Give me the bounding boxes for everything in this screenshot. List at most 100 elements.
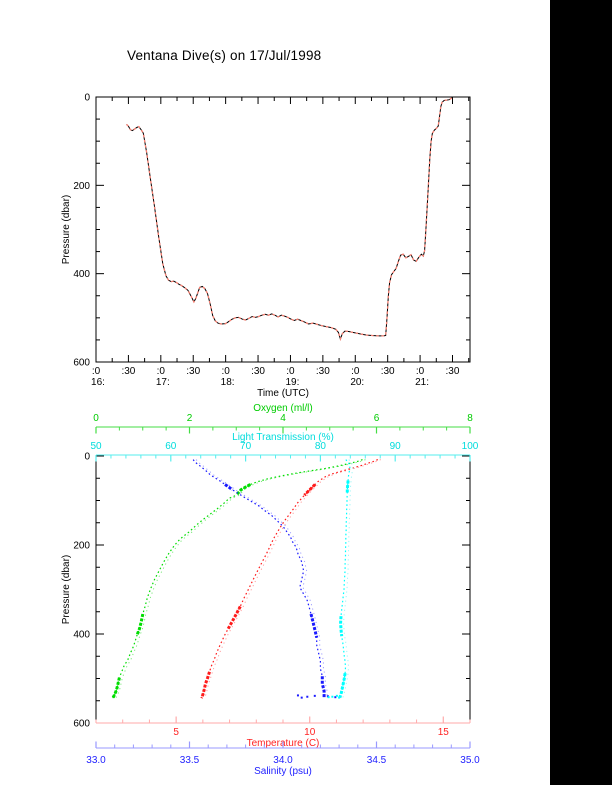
noise-dot — [331, 695, 334, 698]
oxygen-profile-bold-segment — [135, 613, 145, 636]
oxygen-tick-label: 0 — [93, 413, 99, 424]
noise-dot — [306, 695, 309, 698]
noise-dot — [327, 696, 330, 699]
oxygen-axis-title: Oxygen (ml/l) — [253, 403, 312, 414]
oxygen-profile-bold-segment — [111, 677, 121, 699]
temperature-profile-bold-segment — [303, 483, 317, 497]
light-tick-label: 50 — [90, 441, 102, 452]
right-black-band — [550, 0, 612, 785]
salinity-profile — [192, 459, 328, 698]
salinity-profile-bold-segment — [320, 676, 326, 698]
x-minute-label: :0 — [157, 366, 166, 377]
oxygen-tick-label: 2 — [187, 413, 193, 424]
salinity-tick-label: 34.0 — [273, 755, 293, 766]
light-transmission-profile-bold-segment — [338, 672, 347, 699]
dive-profile-line-base — [126, 96, 453, 341]
light-axis: 50 60 70 80 90 100 Light Transmission (%) — [90, 432, 479, 462]
temperature-tick-label: 15 — [438, 727, 450, 738]
light-transmission-profile-bold-segment — [345, 480, 350, 494]
temperature-tick-label: 5 — [173, 727, 179, 738]
salinity-profile-bold-segment — [224, 483, 234, 492]
x-minute-label: :30 — [121, 366, 135, 377]
light-tick-label: 90 — [390, 441, 402, 452]
profile-plot-frame: 0 200 400 600 Pressure (dbar) — [61, 452, 471, 730]
temperature-profile-downcast — [200, 459, 379, 699]
oxygen-profile-downcast — [112, 459, 363, 699]
x-axis-title: Time (UTC) — [257, 388, 309, 399]
temperature-profile-bold-segment — [200, 671, 211, 699]
x-hour-label: 17: — [156, 377, 170, 388]
light-tick-label: 60 — [165, 441, 177, 452]
light-bottom-noise — [327, 694, 341, 699]
noise-dot — [313, 694, 316, 697]
x-minute-label: :0 — [416, 366, 425, 377]
plot-border — [95, 96, 471, 363]
salinity-bottom-noise — [296, 694, 337, 699]
temperature-profile-bold-segment — [226, 605, 242, 630]
y-axis-title: Pressure (dbar) — [61, 195, 72, 264]
y-tick-label: 400 — [73, 630, 90, 641]
noise-dot — [334, 696, 337, 699]
temperature-profile-upcast — [204, 459, 381, 699]
temperature-tick-label: 10 — [304, 727, 316, 738]
y-tick-label: 0 — [84, 452, 90, 463]
oxygen-profile-bold-segment — [235, 483, 252, 497]
dive-profile-line-overlay — [126, 96, 453, 342]
y-tick-label: 200 — [73, 541, 90, 552]
y-tick-label: 200 — [73, 181, 90, 192]
x-hour-label: 18: — [221, 377, 235, 388]
light-transmission-profile — [338, 459, 354, 699]
x-minute-label: :30 — [316, 366, 330, 377]
salinity-profile-bold-segment — [309, 613, 319, 638]
y-tick-label: 600 — [73, 719, 90, 730]
light-transmission-profile-bold-segment — [339, 616, 344, 637]
x-minute-label: :30 — [186, 366, 200, 377]
oxygen-profile — [111, 459, 366, 699]
noise-dot — [300, 696, 303, 699]
x-minute-label: :0 — [92, 366, 101, 377]
y-tick-label: 600 — [73, 358, 90, 369]
salinity-tick-label: 33.5 — [180, 755, 200, 766]
dive-plot-frame: :016::30:017::30:018::30:019::30:020::30… — [61, 93, 471, 399]
temperature-profile — [200, 459, 381, 699]
dive-profile — [126, 96, 453, 342]
light-tick-label: 100 — [462, 441, 479, 452]
oxygen-tick-label: 4 — [280, 413, 286, 424]
salinity-profile-downcast — [192, 459, 325, 698]
x-hour-label: 16: — [91, 377, 105, 388]
x-minute-label: :30 — [446, 366, 460, 377]
light-transmission-profile-downcast — [339, 459, 351, 698]
y-tick-label: 0 — [84, 93, 90, 104]
oxygen-tick-label: 6 — [374, 413, 380, 424]
salinity-tick-label: 35.0 — [460, 755, 480, 766]
x-minute-label: :30 — [251, 366, 265, 377]
page-title: Ventana Dive(s) on 17/Jul/1998 — [127, 48, 322, 63]
light-transmission-profile-upcast — [342, 459, 354, 698]
oxygen-axis: 0 2 4 6 8 Oxygen (ml/l) — [93, 403, 473, 434]
light-axis-title: Light Transmission (%) — [232, 432, 334, 443]
oxygen-profile-upcast — [115, 459, 366, 699]
light-tick-label: 70 — [240, 441, 252, 452]
x-minute-label: :30 — [381, 366, 395, 377]
x-hour-label: 21: — [415, 377, 429, 388]
salinity-axis: 33.0 33.5 34.0 34.5 35.0 Salinity (psu) — [86, 741, 480, 777]
noise-dot — [296, 694, 299, 697]
x-minute-label: :0 — [221, 366, 230, 377]
x-hour-label: 19: — [286, 377, 300, 388]
y-axis-title: Pressure (dbar) — [61, 555, 72, 624]
noise-dot — [335, 694, 338, 697]
ctd-profile-plot: 0 200 400 600 Pressure (dbar) 0 2 4 6 8 Oxygen (ml… — [61, 403, 480, 777]
oxygen-tick-label: 8 — [467, 413, 473, 424]
dive-time-plot: :016::30:017::30:018::30:019::30:020::30… — [61, 93, 471, 399]
light-tick-label: 80 — [315, 441, 327, 452]
y-tick-label: 400 — [73, 269, 90, 280]
x-minute-label: :0 — [351, 366, 360, 377]
x-hour-label: 20: — [350, 377, 364, 388]
salinity-axis-title: Salinity (psu) — [254, 766, 312, 777]
salinity-profile-upcast — [195, 459, 328, 698]
noise-dot — [338, 696, 341, 699]
salinity-tick-label: 34.5 — [367, 755, 387, 766]
salinity-tick-label: 33.0 — [86, 755, 106, 766]
